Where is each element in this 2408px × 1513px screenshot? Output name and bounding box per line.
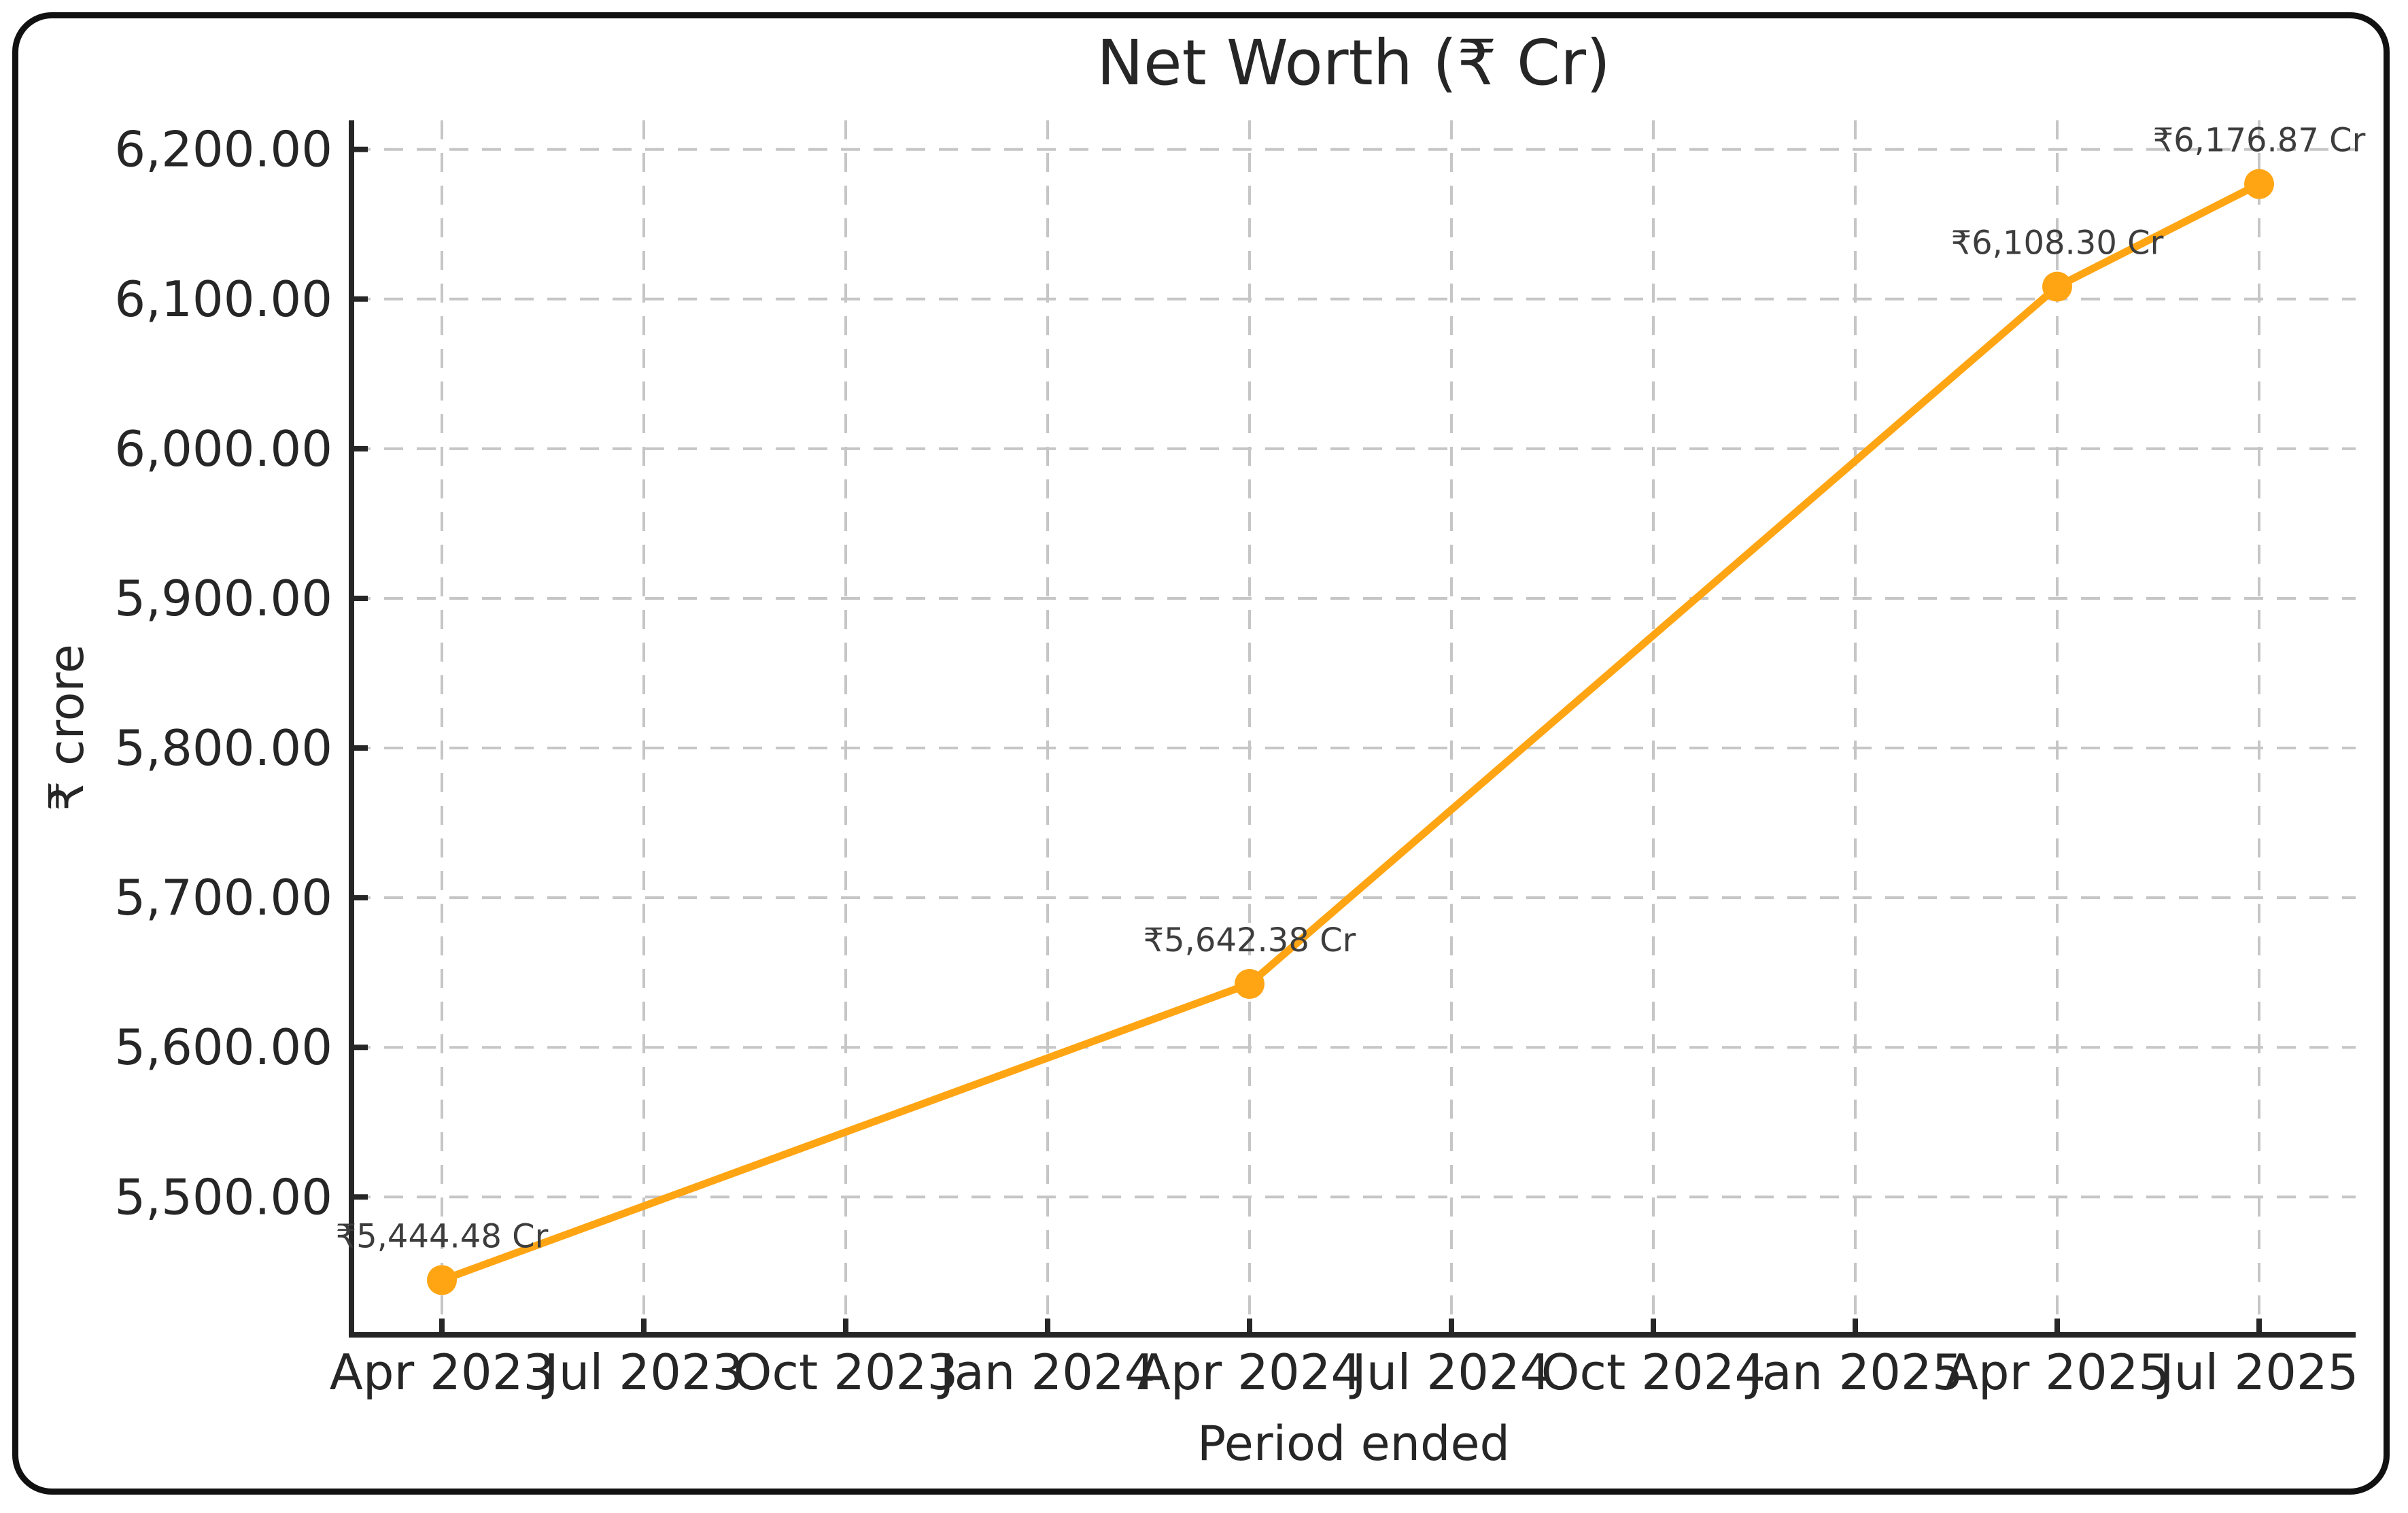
point-annotations: ₹5,444.48 Cr ₹5,642.38 Cr ₹6,108.30 Cr ₹6,1… bbox=[336, 122, 2366, 1256]
x-tick-label: Jul 2023 bbox=[542, 1344, 744, 1401]
data-point-label: ₹5,444.48 Cr bbox=[336, 1217, 549, 1255]
y-tick-label: 5,700.00 bbox=[114, 869, 332, 926]
axes-spines bbox=[349, 120, 2356, 1338]
series-lines bbox=[427, 169, 2274, 1295]
x-tick-label: Jan 2025 bbox=[1744, 1344, 1963, 1401]
y-tick-label: 5,600.00 bbox=[114, 1019, 332, 1076]
data-point-marker bbox=[1235, 968, 1265, 999]
y-tick-label: 5,900.00 bbox=[114, 570, 332, 627]
x-tick-label: Apr 2025 bbox=[1945, 1344, 2170, 1401]
y-tick-label: 5,500.00 bbox=[114, 1168, 332, 1225]
x-tick-label: Jul 2024 bbox=[1349, 1344, 1551, 1401]
tick-labels: 5,500.00 5,600.00 5,700.00 5,800.00 5,900.00… bbox=[114, 121, 2358, 1401]
data-point-label: ₹5,642.38 Cr bbox=[1143, 921, 1356, 959]
data-point-marker bbox=[2042, 271, 2072, 302]
x-tick-label: Oct 2024 bbox=[1541, 1344, 1766, 1401]
x-tick-label: Jan 2024 bbox=[937, 1344, 1155, 1401]
x-tick-label: Jul 2025 bbox=[2157, 1344, 2359, 1401]
data-point-label: ₹6,108.30 Cr bbox=[1951, 224, 2164, 262]
data-point-label: ₹6,176.87 Cr bbox=[2153, 122, 2366, 160]
x-tick-label: Apr 2023 bbox=[330, 1344, 555, 1401]
y-tick-label: 6,200.00 bbox=[114, 121, 332, 178]
data-point-marker bbox=[427, 1265, 457, 1295]
chart-title: Net Worth (₹ Cr) bbox=[1097, 27, 1611, 99]
y-tick-label: 6,100.00 bbox=[114, 271, 332, 328]
series-line bbox=[438, 180, 2263, 1284]
y-tick-label: 6,000.00 bbox=[114, 420, 332, 477]
y-tick-label: 5,800.00 bbox=[114, 719, 332, 777]
x-axis-label: Period ended bbox=[1197, 1416, 1510, 1472]
data-point-marker bbox=[2244, 169, 2274, 199]
y-axis-label: ₹ crore bbox=[39, 644, 94, 811]
figure-border bbox=[12, 12, 2390, 1495]
tick-marks bbox=[351, 146, 2262, 1335]
x-tick-label: Oct 2023 bbox=[734, 1344, 959, 1401]
x-tick-label: Apr 2024 bbox=[1137, 1344, 1362, 1401]
gridlines bbox=[351, 120, 2356, 1335]
